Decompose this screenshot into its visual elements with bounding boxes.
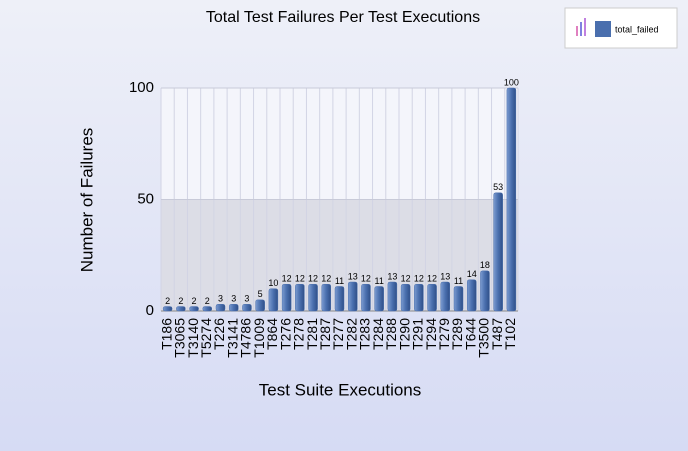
bar xyxy=(361,283,371,312)
value-label: 100 xyxy=(504,77,519,87)
bar xyxy=(453,286,464,312)
bar xyxy=(480,270,490,312)
x-tick-label: T3141 xyxy=(224,318,240,358)
value-label: 5 xyxy=(258,289,263,299)
bar xyxy=(162,306,173,312)
x-tick-label: T226 xyxy=(211,318,227,350)
bar xyxy=(268,288,279,312)
legend-label: total_failed xyxy=(615,24,659,34)
bar xyxy=(242,304,252,312)
value-label: 13 xyxy=(348,271,358,281)
value-label: 12 xyxy=(361,274,371,284)
x-tick-label: T288 xyxy=(383,318,399,350)
bar xyxy=(414,283,424,312)
bar xyxy=(493,192,503,312)
x-tick-label: T3140 xyxy=(185,318,201,358)
value-label: 11 xyxy=(454,276,463,286)
x-tick-label: T276 xyxy=(277,318,293,350)
bar xyxy=(255,299,265,312)
y-tick-label: 100 xyxy=(129,79,154,96)
value-label: 12 xyxy=(282,274,292,284)
legend-icon xyxy=(576,26,578,36)
x-tick-label: T283 xyxy=(357,318,373,350)
x-tick-label: T289 xyxy=(449,318,465,350)
value-label: 2 xyxy=(178,296,183,306)
x-tick-label: T3065 xyxy=(172,318,188,358)
x-tick-label: T277 xyxy=(330,318,346,350)
value-label: 2 xyxy=(192,296,197,306)
bar xyxy=(215,304,226,312)
x-tick-label: T290 xyxy=(396,318,412,350)
x-tick-label: T287 xyxy=(317,318,333,350)
bar xyxy=(189,306,199,312)
bar xyxy=(334,286,345,312)
value-label: 12 xyxy=(295,274,305,284)
value-label: 13 xyxy=(387,271,397,281)
x-tick-label: T102 xyxy=(502,318,518,350)
bar xyxy=(281,283,292,312)
bar xyxy=(295,283,305,312)
bar xyxy=(427,283,437,312)
y-tick-label: 0 xyxy=(146,302,154,319)
value-label: 12 xyxy=(321,274,331,284)
bar xyxy=(308,283,318,312)
grid-band xyxy=(161,88,518,200)
x-tick-label: T291 xyxy=(410,318,426,350)
value-label: 11 xyxy=(374,276,383,286)
x-tick-label: T281 xyxy=(304,318,320,350)
bar xyxy=(440,281,451,312)
bar xyxy=(387,281,398,312)
value-label: 10 xyxy=(268,278,278,288)
bar xyxy=(466,279,477,312)
bar xyxy=(176,306,186,312)
legend-swatch xyxy=(595,21,611,37)
bar xyxy=(347,281,358,312)
value-label: 14 xyxy=(467,269,477,279)
legend-icon xyxy=(580,22,582,36)
x-tick-label: T644 xyxy=(462,318,478,350)
x-tick-label: T284 xyxy=(370,318,386,350)
value-label: 13 xyxy=(440,271,450,281)
x-tick-label: T278 xyxy=(291,318,307,350)
value-label: 12 xyxy=(308,274,318,284)
value-label: 3 xyxy=(244,294,249,304)
legend-box xyxy=(564,7,678,49)
value-label: 11 xyxy=(335,276,344,286)
x-tick-label: T864 xyxy=(264,318,280,350)
bar xyxy=(202,306,213,312)
value-label: 53 xyxy=(493,182,503,192)
value-label: 12 xyxy=(414,274,424,284)
value-label: 12 xyxy=(427,274,437,284)
bar xyxy=(321,283,332,312)
value-label: 18 xyxy=(480,260,490,270)
x-tick-label: T186 xyxy=(158,318,174,350)
x-tick-label: T279 xyxy=(436,318,452,350)
x-tick-label: T282 xyxy=(343,318,359,350)
x-tick-label: T1009 xyxy=(251,318,267,358)
x-tick-label: T294 xyxy=(423,318,439,350)
x-tick-label: T4786 xyxy=(238,318,254,358)
x-tick-label: T5274 xyxy=(198,318,214,358)
bar xyxy=(228,304,239,312)
chart-title: Total Test Failures Per Test Executions xyxy=(206,9,480,26)
bar xyxy=(506,87,517,312)
bar xyxy=(400,283,411,312)
value-label: 2 xyxy=(205,296,210,306)
x-tick-label: T3500 xyxy=(476,318,492,358)
legend-icon xyxy=(584,18,586,36)
value-label: 2 xyxy=(165,296,170,306)
x-tick-label: T487 xyxy=(489,318,505,350)
value-label: 12 xyxy=(401,274,411,284)
x-axis-label: Test Suite Executions xyxy=(259,380,422,399)
value-label: 3 xyxy=(231,294,236,304)
bar xyxy=(374,286,384,312)
y-tick-label: 50 xyxy=(137,190,154,207)
value-label: 3 xyxy=(218,294,223,304)
y-axis-label: Number of Failures xyxy=(77,128,96,273)
